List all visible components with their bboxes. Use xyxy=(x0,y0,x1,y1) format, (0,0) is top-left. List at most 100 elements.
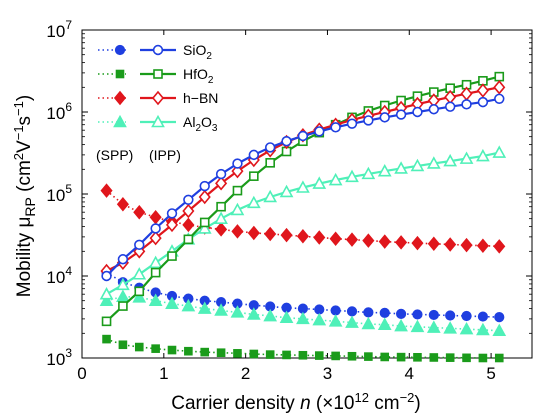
data-point xyxy=(151,344,160,353)
x-tick-label: 2 xyxy=(241,364,250,383)
data-point xyxy=(296,311,310,325)
data-point xyxy=(282,350,291,360)
data-point xyxy=(314,304,325,315)
x-tick-label: 1 xyxy=(159,364,168,383)
data-point xyxy=(200,347,210,357)
data-point xyxy=(444,237,457,252)
data-point xyxy=(248,149,260,161)
data-point xyxy=(132,290,147,303)
data-point xyxy=(459,321,474,335)
data-point xyxy=(133,204,146,220)
data-point xyxy=(265,158,275,168)
data-point xyxy=(443,321,458,334)
data-point xyxy=(494,71,505,82)
data-point xyxy=(363,115,374,126)
data-point xyxy=(411,235,424,251)
data-point xyxy=(150,267,161,278)
data-point xyxy=(197,301,212,314)
data-point xyxy=(149,210,162,225)
data-point xyxy=(118,340,128,350)
data-point xyxy=(396,352,406,362)
data-point xyxy=(99,293,114,306)
data-point xyxy=(445,310,456,321)
series-layer xyxy=(99,71,507,363)
data-point xyxy=(297,130,309,142)
data-point xyxy=(116,289,130,302)
data-point xyxy=(101,270,112,282)
data-point xyxy=(216,348,226,358)
data-point xyxy=(410,158,425,172)
legend-label: h−BN xyxy=(183,90,218,106)
legend-ipp-marker xyxy=(152,44,164,56)
data-point xyxy=(215,176,228,191)
data-point xyxy=(410,319,425,333)
legend-entry: SiO2 xyxy=(98,42,212,62)
data-point xyxy=(476,238,489,253)
data-point xyxy=(361,166,376,180)
data-point xyxy=(134,342,144,352)
data-point xyxy=(345,315,359,328)
data-point xyxy=(345,232,359,247)
data-point xyxy=(265,350,275,359)
data-point xyxy=(184,346,193,356)
data-point xyxy=(101,316,112,327)
data-point xyxy=(166,208,178,219)
data-point xyxy=(132,267,147,280)
data-point xyxy=(181,298,196,312)
data-point xyxy=(362,233,375,248)
x-tick-label: 0 xyxy=(77,364,86,383)
series-line xyxy=(105,75,500,323)
data-point xyxy=(199,217,210,228)
data-point xyxy=(444,101,456,112)
data-point xyxy=(296,180,310,193)
data-point xyxy=(230,202,245,216)
series-h-bn-spp xyxy=(100,183,506,254)
legend-ipp-marker xyxy=(153,69,163,79)
data-point xyxy=(395,235,408,250)
data-point xyxy=(428,104,440,115)
data-point xyxy=(412,106,423,118)
x-axis-label: Carrier density n (×1012 cm−2) xyxy=(171,390,420,414)
data-point xyxy=(199,180,210,192)
data-point xyxy=(298,350,308,360)
data-point xyxy=(246,307,261,320)
data-point xyxy=(102,334,111,344)
data-point xyxy=(429,353,439,362)
series-line xyxy=(105,151,500,296)
legend-entry: h−BN xyxy=(98,90,218,106)
data-point xyxy=(215,222,228,237)
data-point xyxy=(460,237,473,253)
data-point xyxy=(426,156,441,169)
data-point xyxy=(330,305,341,316)
y-axis-label: Mobility μRP (cm2V−1s−1) xyxy=(11,95,38,297)
data-point xyxy=(216,201,226,212)
data-point xyxy=(494,353,504,363)
data-point xyxy=(165,217,179,233)
data-point xyxy=(459,151,474,164)
data-point xyxy=(492,323,507,337)
data-point xyxy=(395,109,407,120)
data-point xyxy=(117,254,129,265)
data-point xyxy=(230,305,245,318)
legend-note-ipp: (IPP) xyxy=(149,147,181,163)
series-sio2-ipp xyxy=(101,93,505,282)
x-tick-label: 4 xyxy=(405,364,414,383)
data-point xyxy=(361,316,376,330)
data-point xyxy=(280,227,293,243)
data-point xyxy=(182,203,195,219)
data-point xyxy=(312,176,327,189)
data-point xyxy=(215,168,227,180)
data-point xyxy=(345,169,359,183)
data-point xyxy=(428,309,439,321)
tick-labels: 0 1 2 3 4 5 103 104 105 106 107 xyxy=(46,18,495,383)
data-point xyxy=(99,287,114,300)
data-point xyxy=(279,310,294,324)
data-point xyxy=(279,184,294,198)
data-point xyxy=(492,145,507,158)
data-point xyxy=(394,161,408,174)
data-point xyxy=(149,230,162,246)
data-point xyxy=(150,223,161,234)
data-point xyxy=(118,301,128,311)
legend-label: Al2O3 xyxy=(183,114,218,134)
